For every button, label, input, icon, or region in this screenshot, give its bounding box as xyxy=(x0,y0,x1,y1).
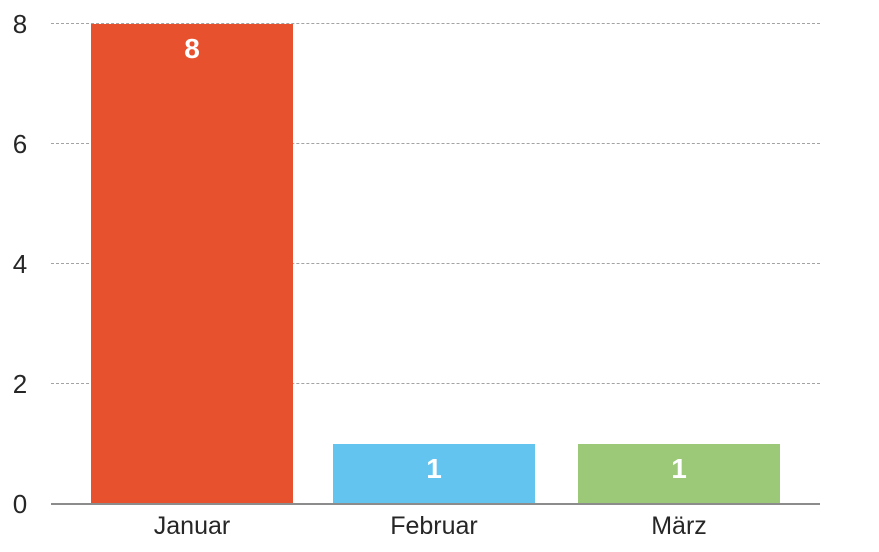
y-tick-label: 6 xyxy=(12,129,28,159)
x-axis-line xyxy=(51,503,820,505)
y-tick-label: 2 xyxy=(12,369,28,399)
x-category-label-februar: Februar xyxy=(390,512,478,540)
y-tick-label: 0 xyxy=(12,489,28,519)
x-category-label-märz: März xyxy=(651,512,707,540)
bar-value-label: 1 xyxy=(671,453,687,484)
x-category-label-januar: Januar xyxy=(153,512,231,540)
gridline-y-8 xyxy=(51,23,820,24)
bar-märz: 1 xyxy=(578,444,780,504)
gridline-y-4 xyxy=(51,263,820,264)
gridline-y-2 xyxy=(51,383,820,384)
y-tick-label: 4 xyxy=(12,249,28,279)
bar-value-label: 1 xyxy=(426,453,442,484)
bar-januar: 8 xyxy=(91,24,293,504)
bar-value-label: 8 xyxy=(184,33,200,64)
bar-februar: 1 xyxy=(333,444,535,504)
y-tick-label: 8 xyxy=(12,9,28,39)
gridline-y-6 xyxy=(51,143,820,144)
